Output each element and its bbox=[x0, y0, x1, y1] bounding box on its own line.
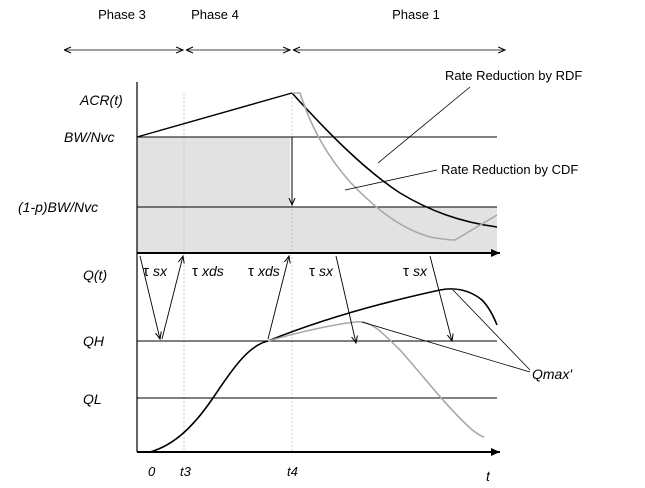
svg-text:xds: xds bbox=[201, 263, 224, 279]
acr-increase-line bbox=[136, 92, 293, 138]
svg-text:sx: sx bbox=[319, 263, 334, 279]
tau-sx-label-2: τ sx bbox=[309, 263, 334, 280]
phase-3-label: Phase 3 bbox=[98, 7, 146, 22]
rdf-annotation: Rate Reduction by RDF bbox=[445, 68, 582, 83]
shaded-region-upper bbox=[137, 137, 290, 207]
svg-text:τ: τ bbox=[309, 263, 315, 280]
ql-label: QL bbox=[83, 391, 102, 407]
acr-cdf-decay-curve bbox=[292, 92, 498, 241]
svg-text:sx: sx bbox=[153, 263, 168, 279]
acr-rdf-decay-curve bbox=[291, 92, 498, 228]
bw-nvc-label: BW/Nvc bbox=[64, 129, 115, 145]
acr-label: ACR(t) bbox=[79, 92, 123, 108]
cdf-pointer-line bbox=[344, 169, 438, 191]
tau-xds-arrow-up-1 bbox=[161, 256, 183, 340]
qmax-pointer-line-2 bbox=[361, 321, 531, 373]
phase-4-label: Phase 4 bbox=[191, 7, 239, 22]
qh-label: QH bbox=[83, 333, 105, 349]
tau-xds-arrow-up-2 bbox=[267, 256, 289, 340]
qmax-pointer-line-1 bbox=[452, 289, 531, 371]
x-zero-label: 0 bbox=[148, 464, 156, 479]
svg-text:sx: sx bbox=[413, 263, 428, 279]
shaded-region-lower bbox=[137, 207, 497, 253]
tau-xds-label-1: τ xds bbox=[192, 263, 224, 280]
bw-p-nvc-label: (1-p)BW/Nvc bbox=[18, 199, 98, 215]
queue-cdf-curve bbox=[267, 321, 485, 438]
tau-sx-label-3: τ sx bbox=[403, 263, 428, 280]
tau-sx-arrow-down-1 bbox=[139, 255, 160, 339]
q-label: Q(t) bbox=[83, 267, 107, 283]
svg-text:τ: τ bbox=[403, 263, 409, 280]
qmax-annotation: Qmax' bbox=[532, 366, 573, 382]
svg-text:τ: τ bbox=[192, 263, 198, 280]
tau-xds-label-2: τ xds bbox=[248, 263, 280, 280]
x-t-label: t bbox=[486, 468, 491, 484]
svg-text:xds: xds bbox=[257, 263, 280, 279]
queue-rise-curve bbox=[149, 340, 269, 453]
tau-sx-arrow-down-2 bbox=[335, 255, 356, 343]
x-t4-label: t4 bbox=[287, 464, 298, 479]
svg-text:τ: τ bbox=[143, 263, 149, 280]
x-t3-label: t3 bbox=[180, 464, 192, 479]
cdf-annotation: Rate Reduction by CDF bbox=[441, 162, 578, 177]
queue-rdf-curve bbox=[267, 288, 498, 342]
svg-text:τ: τ bbox=[248, 263, 254, 280]
tau-sx-arrow-down-3 bbox=[429, 255, 452, 341]
tau-sx-label-1: τ sx bbox=[143, 263, 168, 280]
rdf-pointer-line bbox=[377, 86, 471, 164]
phase-1-label: Phase 1 bbox=[392, 7, 440, 22]
